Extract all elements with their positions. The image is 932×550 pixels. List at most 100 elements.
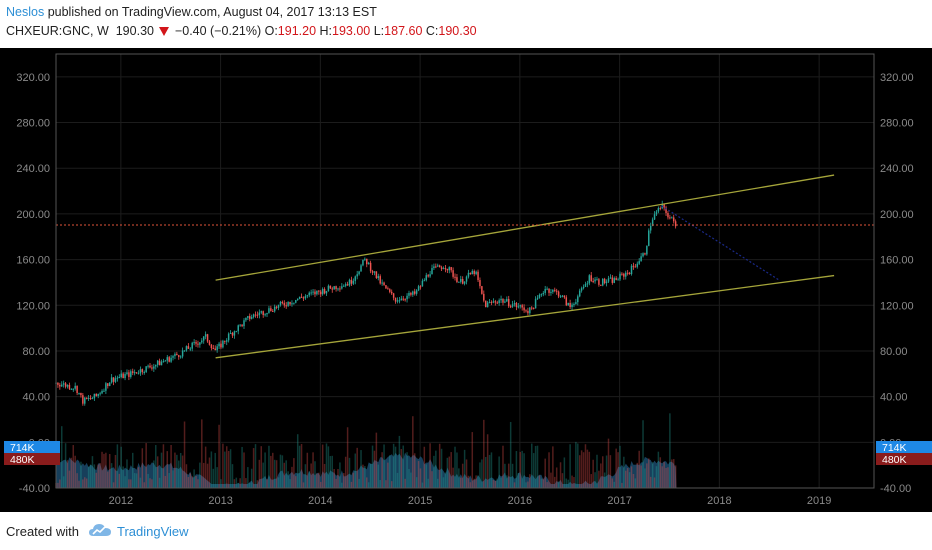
candle-body (64, 383, 67, 387)
candle-body (214, 348, 216, 351)
candle-body (91, 398, 94, 400)
candle-body (229, 332, 232, 334)
volume-bar (266, 479, 268, 488)
volume-bar (398, 435, 401, 488)
candle-body (82, 395, 84, 404)
volume-bar (62, 476, 65, 488)
candle-body (644, 253, 646, 255)
close-value: 190.30 (438, 24, 477, 38)
volume-bar (400, 449, 403, 488)
volume-bar (396, 472, 399, 488)
volume-bar (314, 461, 316, 488)
candle-body (538, 294, 541, 298)
candle-body (197, 343, 199, 345)
volume-bar (68, 470, 71, 488)
candle-body (444, 268, 447, 270)
volume-bar (628, 472, 631, 488)
candle-body (335, 286, 337, 290)
volume-bar (296, 434, 299, 488)
candle-body (465, 276, 468, 282)
volume-badge-left (4, 441, 60, 453)
tradingview-cloud-icon[interactable] (88, 522, 112, 538)
volume-bar (325, 443, 328, 488)
volume-bar (99, 463, 101, 488)
candle-body (490, 301, 493, 303)
volume-bar (222, 443, 224, 488)
candle-body (93, 393, 96, 399)
volume-bar (389, 455, 391, 488)
volume-bar (366, 477, 368, 488)
candle-body (319, 291, 322, 295)
candle-body (308, 292, 310, 296)
volume-bar (107, 471, 109, 488)
volume-bar (137, 467, 140, 488)
y-tick-label-right: 120.00 (880, 300, 914, 312)
y-tick-label-right: 160.00 (880, 255, 914, 267)
volume-bar (644, 468, 646, 488)
candle-body (521, 305, 523, 308)
volume-bar (529, 474, 531, 488)
volume-bar (632, 473, 635, 488)
volume-bar (575, 441, 577, 488)
volume-bar (74, 455, 76, 488)
volume-bar (283, 462, 286, 488)
candle-body (671, 217, 673, 219)
price-chart[interactable]: 320.00 320.00 280.00 280.00 240.00 240.00 200.… (0, 48, 932, 512)
volume-bar (600, 463, 602, 488)
candle-body (646, 245, 648, 255)
volume-bar (498, 456, 500, 488)
author-link[interactable]: Neslos (6, 5, 45, 19)
volume-bar (663, 462, 665, 488)
down-arrow-icon (159, 27, 170, 37)
volume-bar (95, 472, 98, 488)
volume-bar (66, 460, 69, 488)
volume-bar (135, 473, 138, 488)
volume-bar (661, 466, 663, 488)
drawings (56, 174, 874, 359)
volume-bar (448, 456, 451, 488)
volume-bar (195, 475, 197, 488)
volume-bar (333, 469, 335, 488)
volume-bar (249, 482, 251, 488)
volume-bar (89, 464, 92, 488)
volume-bar (80, 461, 82, 488)
volume-bar (176, 454, 178, 488)
candle-body (454, 276, 456, 278)
candle-body (367, 262, 370, 265)
volume-bar (490, 452, 493, 488)
tradingview-link[interactable]: TradingView (117, 524, 189, 539)
candle-body (433, 266, 435, 269)
candle-body (402, 298, 404, 300)
volume-bar (341, 482, 343, 488)
volume-bar (594, 472, 596, 488)
volume-bar (613, 481, 616, 488)
volume-bar (153, 460, 155, 488)
candle-body (84, 397, 86, 404)
volume-bar (118, 473, 121, 488)
candle-body (300, 296, 303, 298)
candle-body (569, 302, 571, 308)
publish-info: Neslos published on TradingView.com, Aug… (6, 5, 377, 19)
candle-body (258, 312, 261, 316)
volume-bar (101, 451, 103, 488)
volume-bar (128, 479, 130, 488)
candle-body (224, 340, 226, 342)
candle-body (291, 303, 293, 305)
candle-body (273, 306, 276, 312)
candle-body (504, 301, 506, 303)
volume-bar (273, 459, 276, 488)
candle-body (358, 271, 360, 275)
channel-upper-line (215, 174, 835, 281)
volume-bar (657, 451, 660, 488)
volume-bar (256, 480, 259, 488)
volume-bar (183, 421, 186, 488)
volume-bar (57, 482, 59, 488)
volume-bar (511, 463, 514, 488)
volume-badge-right-text: 714K (882, 442, 907, 454)
candle-body (362, 259, 364, 266)
volume-bar (465, 459, 468, 488)
candle-body (179, 356, 182, 358)
volume-bar (483, 419, 485, 488)
volume-bar (577, 443, 579, 488)
candle-body (250, 317, 253, 319)
